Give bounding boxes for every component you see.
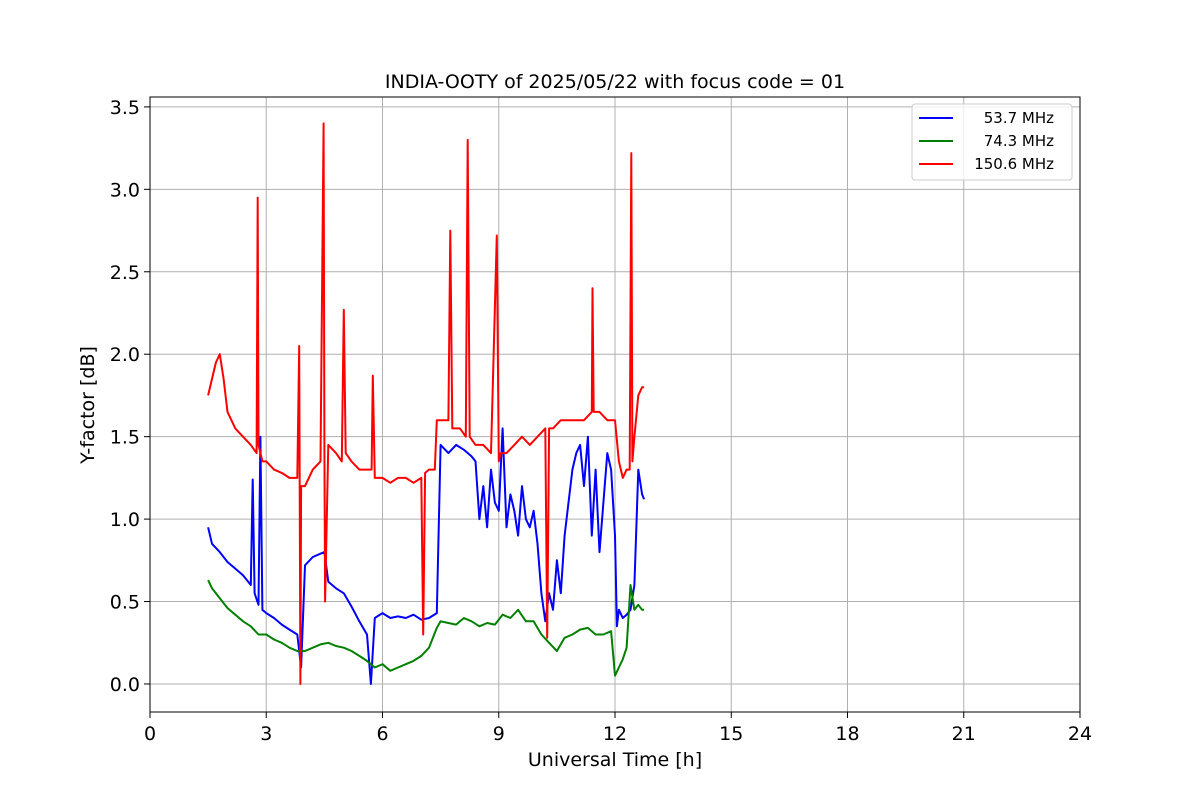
x-axis-label: Universal Time [h] bbox=[528, 749, 702, 771]
grid bbox=[149, 97, 1081, 712]
series-layer bbox=[207, 122, 646, 685]
chart-title: INDIA-OOTY of 2025/05/22 with focus code… bbox=[385, 71, 845, 93]
series-line-150-6-mhz bbox=[207, 122, 645, 685]
x-tick-label: 18 bbox=[835, 723, 859, 745]
legend-entry: 150.6 MHz bbox=[974, 155, 1054, 173]
x-tick-label: 12 bbox=[603, 723, 627, 745]
series-line-74-3-mhz bbox=[207, 579, 645, 677]
y-tick-label: 1.0 bbox=[110, 509, 140, 531]
x-tick-label: 21 bbox=[952, 723, 976, 745]
y-axis-label: Y-factor [dB] bbox=[77, 346, 99, 465]
x-tick-label: 15 bbox=[719, 723, 743, 745]
legend-entry: 53.7 MHz bbox=[984, 109, 1054, 127]
y-tick-label: 2.0 bbox=[110, 344, 140, 366]
x-tick-label: 24 bbox=[1068, 723, 1092, 745]
legend: 53.7 MHz 74.3 MHz 150.6 MHz bbox=[911, 103, 1073, 181]
y-tick-label: 2.5 bbox=[110, 262, 140, 284]
ticks: 0 3 6 9 12 15 18 21 24 0.0 0.5 1.0 1.5 2.0 2.5 3.0 3.5 bbox=[110, 97, 1092, 745]
y-tick-label: 0.0 bbox=[110, 674, 140, 696]
y-tick-label: 0.5 bbox=[110, 592, 140, 614]
x-tick-label: 3 bbox=[260, 723, 272, 745]
y-tick-label: 3.5 bbox=[110, 97, 140, 119]
x-tick-label: 9 bbox=[493, 723, 505, 745]
series-line-53-7-mhz bbox=[207, 427, 646, 685]
legend-box bbox=[911, 103, 1073, 181]
legend-entry: 74.3 MHz bbox=[984, 132, 1054, 150]
y-tick-label: 1.5 bbox=[110, 427, 140, 449]
x-tick-label: 6 bbox=[376, 723, 388, 745]
y-tick-label: 3.0 bbox=[110, 179, 140, 201]
x-tick-label: 0 bbox=[144, 723, 156, 745]
